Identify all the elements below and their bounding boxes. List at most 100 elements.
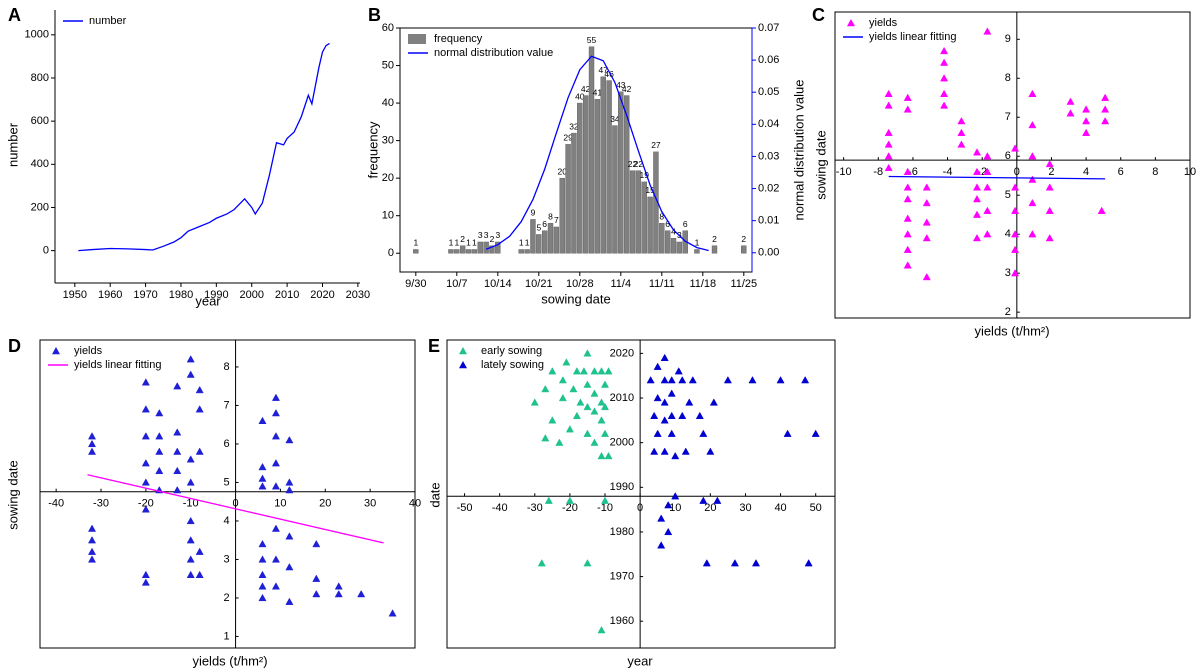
y-tick-label: 8 [223, 361, 229, 373]
legend-label: frequency [434, 33, 483, 45]
scatter-point [173, 466, 182, 475]
scatter-point [1011, 206, 1020, 214]
scatter-point [903, 167, 912, 175]
scatter-point [186, 455, 195, 463]
bar-value-label: 2 [741, 234, 746, 244]
scatter-point [972, 183, 982, 191]
bar [547, 222, 554, 254]
y-tick-label: 0 [388, 247, 394, 259]
scatter-point [357, 589, 366, 598]
scatter-point [576, 398, 585, 406]
bar [530, 219, 536, 254]
scatter-point [657, 541, 666, 549]
scatter-point [285, 563, 294, 571]
x-tick-label: -20 [138, 498, 154, 510]
scatter-point [88, 524, 97, 532]
bar-value-label: 20 [558, 166, 568, 176]
bar-value-label: 3 [484, 230, 489, 240]
scatter-point [590, 407, 599, 415]
y-tick-label: 20 [382, 172, 394, 184]
scatter-point [88, 439, 97, 448]
legend-swatch [847, 19, 855, 27]
scatter-point [922, 198, 931, 207]
x-tick-label: 1980 [169, 289, 193, 301]
bar [664, 230, 671, 254]
bar [459, 245, 466, 254]
x-tick-label: 20 [319, 498, 331, 510]
scatter-point [660, 353, 669, 361]
scatter-point [1101, 93, 1110, 101]
scatter-point [141, 405, 150, 413]
scatter-point [801, 376, 810, 384]
bar-value-label: 5 [536, 223, 541, 233]
scatter-point [688, 376, 697, 384]
x-tick-label: 11/25 [730, 278, 757, 290]
line-series [78, 42, 330, 252]
x-tick-label: -4 [943, 166, 953, 178]
x-tick-label: 10 [669, 502, 681, 514]
scatter-point [258, 416, 267, 424]
scatter-point [258, 482, 267, 490]
x-tick-label: -30 [93, 498, 109, 510]
bar-value-label: 1 [519, 238, 524, 248]
scatter-point [600, 429, 610, 437]
scatter-point [186, 516, 195, 525]
scatter-point [678, 411, 687, 420]
scatter-point [141, 459, 150, 467]
bar [647, 196, 653, 254]
bar [635, 170, 642, 254]
scatter-point [940, 46, 949, 55]
scatter-point [572, 411, 581, 420]
scatter-point [88, 536, 97, 544]
scatter-point [940, 74, 949, 82]
scatter-point [804, 559, 813, 567]
scatter-point [1082, 128, 1091, 136]
bar-value-label: 1 [472, 238, 477, 248]
scatter-point [285, 532, 294, 540]
scatter-point [1045, 159, 1054, 168]
scatter-point [660, 447, 669, 455]
bar-value-label: 22 [628, 159, 638, 169]
bar-value-label: 2 [712, 234, 717, 244]
bar-value-label: 34 [610, 114, 620, 124]
x-tick-label: 0 [1014, 166, 1020, 178]
scatter-point [258, 570, 267, 578]
legend-swatch [408, 34, 426, 44]
scatter-point [681, 447, 690, 455]
bar-value-label: 19 [639, 170, 649, 180]
y2-tick-label: 0.00 [758, 247, 779, 259]
scatter-point [258, 593, 267, 602]
legend-label: yields linear fitting [74, 359, 161, 371]
bar [659, 222, 665, 254]
x-tick-label: 30 [364, 498, 376, 510]
x-tick-label: -2 [977, 166, 987, 178]
y-tick-label: 1990 [610, 481, 634, 493]
bar [471, 249, 478, 254]
y-tick-label: 1970 [610, 570, 634, 582]
scatter-point [271, 482, 280, 490]
bar [477, 241, 483, 254]
scatter-point [783, 429, 792, 437]
scatter-point [88, 447, 97, 455]
bar-value-label: 32 [569, 121, 579, 131]
scatter-point [674, 367, 683, 375]
scatter-point [141, 505, 150, 513]
scatter-point [141, 378, 150, 386]
x-axis-label: year [627, 653, 653, 668]
scatter-point [1045, 206, 1054, 214]
x-tick-label: 11/4 [611, 278, 632, 290]
x-tick-label: 10/14 [484, 278, 512, 290]
scatter-point [271, 524, 280, 532]
bar-value-label: 29 [563, 133, 573, 143]
bar [606, 80, 612, 254]
bar [413, 249, 419, 254]
x-tick-label: 10 [274, 498, 286, 510]
scatter-point [572, 367, 581, 375]
scatter-point [583, 380, 592, 388]
scatter-point [186, 370, 195, 378]
scatter-point [334, 582, 343, 590]
bar-value-label: 27 [651, 140, 661, 150]
scatter-point [667, 411, 676, 420]
scatter-point [285, 597, 294, 605]
scatter-point [903, 194, 912, 203]
